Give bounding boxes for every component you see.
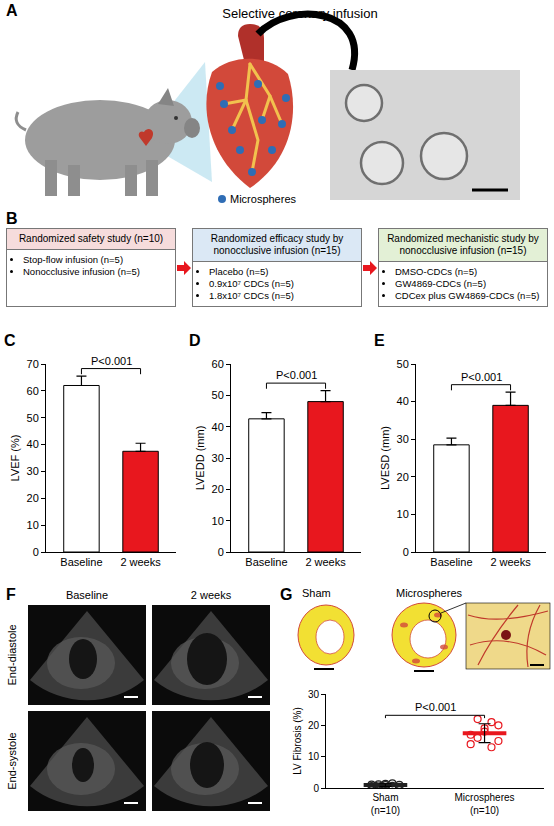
svg-text:60: 60 [212, 358, 224, 370]
svg-text:30: 30 [212, 452, 224, 464]
svg-text:P<0.001: P<0.001 [415, 701, 456, 713]
svg-text:Microspheres: Microspheres [396, 587, 463, 599]
svg-text:Baseline: Baseline [430, 556, 472, 568]
svg-text:40: 40 [397, 395, 409, 407]
svg-text:2 weeks: 2 weeks [120, 556, 161, 568]
html-text:G: G [280, 586, 293, 603]
svg-text:LVESD (mm): LVESD (mm) [379, 426, 391, 490]
svg-text:LVEF (%): LVEF (%) [9, 435, 21, 482]
svg-text:50: 50 [212, 389, 224, 401]
svg-text:P<0.001: P<0.001 [461, 371, 502, 383]
html-text:1.8x10⁷ CDCs (n=5): 1.8x10⁷ CDCs (n=5) [209, 290, 294, 301]
svg-text:40: 40 [212, 421, 224, 433]
svg-text:10: 10 [212, 515, 224, 527]
svg-text:Sham: Sham [302, 587, 331, 599]
html-text:B: B [6, 210, 18, 227]
svg-text:2 weeks: 2 weeks [191, 589, 232, 601]
svg-text:Microspheres(n=10): Microspheres(n=10) [455, 792, 515, 816]
svg-text:LV Fibrosis (%): LV Fibrosis (%) [292, 707, 303, 775]
svg-text:50: 50 [397, 358, 409, 370]
svg-text:Sham(n=10): Sham(n=10) [371, 792, 400, 816]
svg-text:30: 30 [308, 689, 320, 700]
svg-text:2 weeks: 2 weeks [305, 556, 346, 568]
svg-text:20: 20 [397, 471, 409, 483]
svg-text:P<0.001: P<0.001 [276, 369, 317, 381]
html-text:F: F [6, 586, 16, 603]
svg-text:20: 20 [308, 720, 320, 731]
html-text:Randomized efficacy study by n: Randomized efficacy study by nonocclusiv… [210, 233, 344, 256]
svg-text:Baseline: Baseline [66, 589, 108, 601]
html-text:Nonocclusive infusion (n=5): Nonocclusive infusion (n=5) [23, 266, 140, 277]
html-text:0.9x10⁷ CDCs (n=5): 0.9x10⁷ CDCs (n=5) [209, 278, 294, 289]
svg-text:2 weeks: 2 weeks [490, 556, 531, 568]
svg-text:0: 0 [218, 546, 224, 558]
svg-text:End-systole: End-systole [6, 732, 18, 789]
html-text:Placebo (n=5): Placebo (n=5) [209, 266, 269, 277]
html-text:GW4869-CDCs (n=5): GW4869-CDCs (n=5) [395, 278, 487, 289]
svg-text:40: 40 [27, 438, 39, 450]
svg-text:0: 0 [403, 546, 409, 558]
svg-text:10: 10 [397, 508, 409, 520]
html-text:DMSO-CDCs (n=5): DMSO-CDCs (n=5) [395, 266, 478, 277]
svg-text:0: 0 [313, 783, 319, 794]
svg-text:Baseline: Baseline [60, 556, 102, 568]
svg-text:LVEDD (mm): LVEDD (mm) [194, 426, 206, 491]
html-text:CDCex plus GW4869-CDCs (n=5): CDCex plus GW4869-CDCs (n=5) [395, 290, 540, 301]
svg-text:Baseline: Baseline [245, 556, 287, 568]
html-text:Randomized mechanistic study b: Randomized mechanistic study by nonocclu… [387, 233, 539, 256]
svg-text:50: 50 [27, 412, 39, 424]
html-text:C: C [4, 332, 16, 349]
svg-text:10: 10 [308, 751, 320, 762]
html-text:A: A [6, 2, 18, 19]
svg-text:10: 10 [27, 519, 39, 531]
svg-text:30: 30 [397, 433, 409, 445]
svg-text:60: 60 [27, 385, 39, 397]
html-text:Randomized safety study (n=10): Randomized safety study (n=10) [18, 233, 164, 244]
svg-text:P<0.001: P<0.001 [91, 355, 132, 367]
svg-text:End-diastole: End-diastole [6, 624, 18, 685]
svg-text:Selective coronary infusion: Selective coronary infusion [222, 6, 378, 21]
html-text:E: E [374, 332, 385, 349]
svg-text:0: 0 [33, 546, 39, 558]
svg-text:70: 70 [27, 358, 39, 370]
svg-text:20: 20 [212, 483, 224, 495]
html-text:Stop-flow infusion (n=5): Stop-flow infusion (n=5) [23, 254, 124, 265]
svg-text:Microspheres: Microspheres [230, 193, 297, 205]
svg-text:20: 20 [27, 492, 39, 504]
svg-text:30: 30 [27, 465, 39, 477]
html-text:D: D [189, 332, 201, 349]
